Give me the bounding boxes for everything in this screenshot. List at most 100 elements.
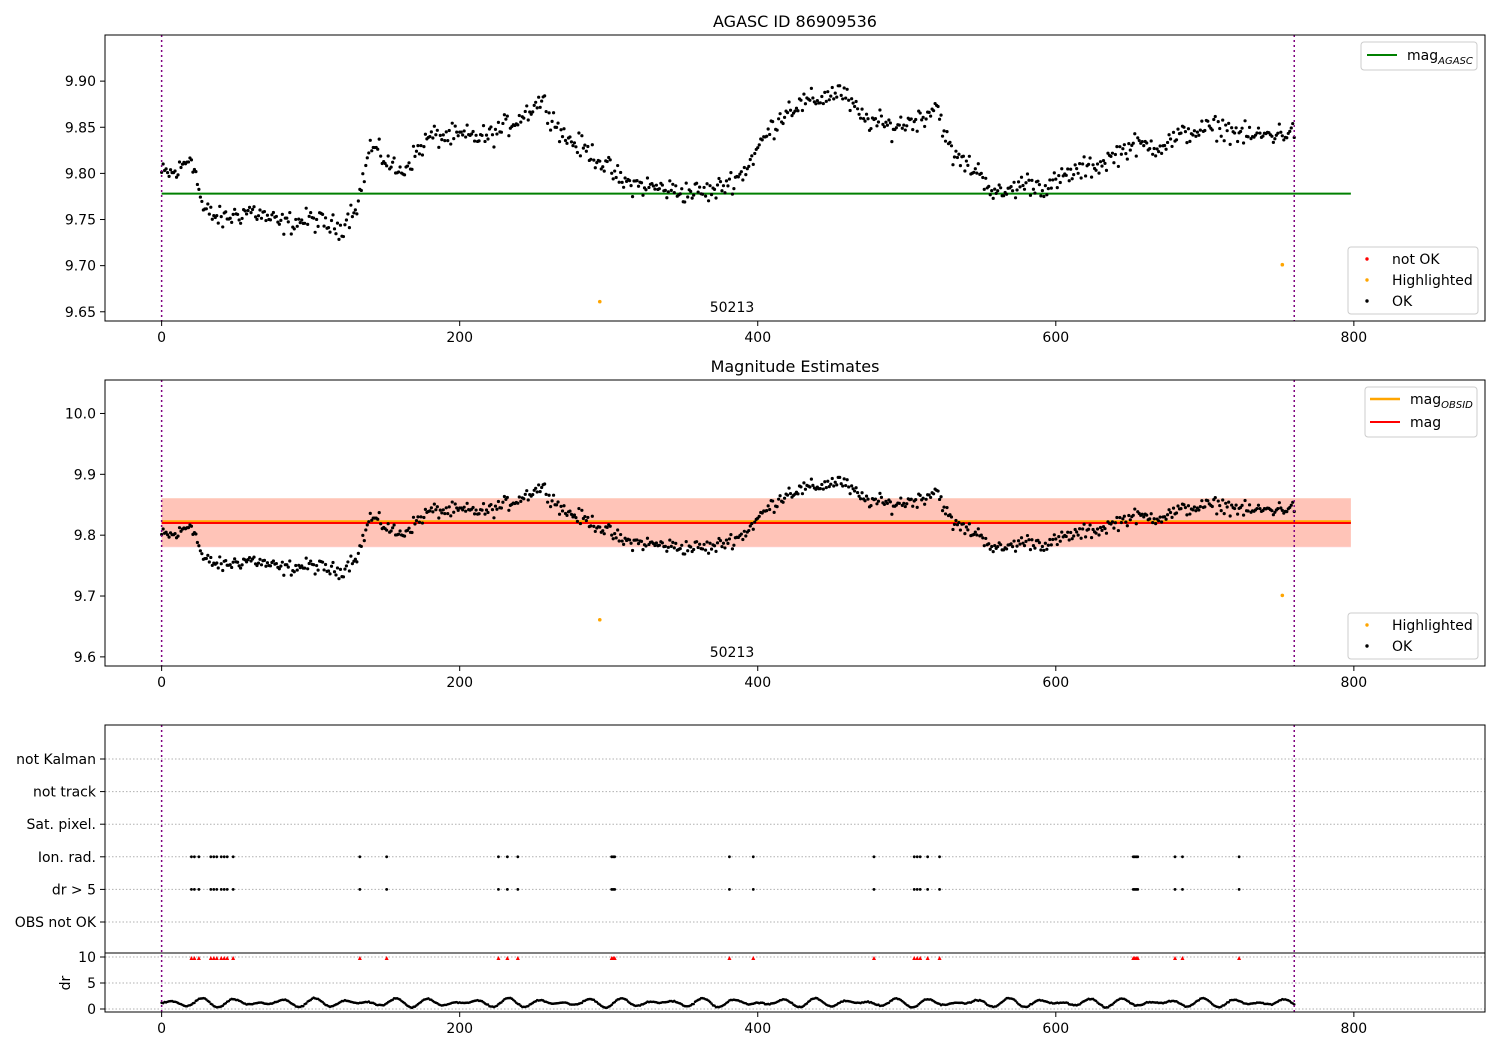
ok-point bbox=[984, 176, 988, 180]
ok-point bbox=[1005, 547, 1009, 551]
ok-point bbox=[529, 112, 533, 116]
ok-point bbox=[961, 154, 966, 158]
ok-point bbox=[499, 506, 504, 510]
ok-point bbox=[622, 542, 626, 546]
ok-point bbox=[729, 171, 733, 175]
ok-point bbox=[496, 120, 501, 124]
dr-point bbox=[982, 1000, 986, 1004]
ok-point bbox=[1070, 537, 1074, 541]
ok-point bbox=[297, 217, 301, 221]
flag-label: not track bbox=[33, 785, 97, 801]
ok-point bbox=[818, 487, 822, 491]
ok-point bbox=[450, 500, 454, 504]
ok-point bbox=[747, 528, 751, 533]
flag-label: dr > 5 bbox=[52, 882, 96, 898]
ok-point bbox=[1075, 530, 1079, 534]
estimates-points-legend: Highlighted OK bbox=[1347, 612, 1479, 660]
ok-point bbox=[1183, 506, 1188, 510]
dr-outlier-marker bbox=[208, 956, 213, 961]
ok-point bbox=[1072, 172, 1076, 177]
ok-point bbox=[885, 501, 890, 506]
ok-point bbox=[1040, 188, 1044, 193]
x-tick-label: 200 bbox=[446, 1021, 473, 1037]
ok-point bbox=[173, 531, 177, 536]
ok-point bbox=[1121, 147, 1125, 151]
ok-point bbox=[841, 97, 845, 101]
ok-point bbox=[1195, 130, 1199, 134]
ok-point bbox=[727, 177, 732, 181]
ok-point bbox=[939, 495, 943, 499]
ok-point bbox=[507, 508, 511, 512]
ok-point bbox=[855, 107, 860, 111]
dr-outlier-marker bbox=[222, 956, 227, 961]
ok-point bbox=[560, 509, 565, 513]
ok-point bbox=[332, 227, 337, 231]
ok-point bbox=[996, 189, 1000, 193]
ok-point bbox=[422, 144, 426, 149]
ok-point bbox=[1167, 508, 1171, 512]
ok-point bbox=[1148, 517, 1152, 521]
ok-point bbox=[1119, 152, 1123, 156]
ok-point bbox=[839, 93, 843, 97]
ok-point bbox=[1048, 178, 1052, 182]
ok-point bbox=[1197, 508, 1201, 512]
dr-outlier-marker bbox=[871, 956, 876, 961]
ok-point bbox=[701, 547, 705, 551]
ok-point bbox=[523, 109, 527, 114]
ok-point bbox=[802, 481, 806, 485]
ok-point bbox=[1086, 527, 1091, 531]
ok-point bbox=[1240, 126, 1244, 130]
ok-point bbox=[888, 121, 892, 125]
ok-point bbox=[943, 512, 948, 516]
ok-point bbox=[666, 190, 670, 194]
ok-point bbox=[593, 166, 597, 170]
ok-point bbox=[1033, 191, 1037, 195]
ok-point bbox=[932, 492, 936, 496]
ok-point bbox=[322, 224, 326, 228]
ok-point bbox=[829, 482, 833, 486]
ok-point bbox=[349, 203, 353, 207]
ok-point bbox=[525, 489, 529, 493]
ok-point bbox=[988, 547, 992, 551]
ok-point bbox=[1040, 544, 1044, 549]
ok-point bbox=[860, 491, 864, 495]
ok-point bbox=[252, 205, 256, 209]
ok-point bbox=[990, 189, 994, 193]
ok-point bbox=[335, 566, 340, 570]
dr-outlier-marker bbox=[357, 956, 362, 961]
ok-point bbox=[1210, 504, 1214, 509]
ok-point bbox=[350, 562, 354, 566]
ok-point bbox=[413, 522, 417, 526]
ok-point bbox=[161, 162, 165, 166]
ok-point bbox=[1002, 194, 1006, 198]
ok-point bbox=[431, 510, 435, 514]
ok-point bbox=[423, 132, 428, 136]
ok-point bbox=[535, 106, 539, 110]
ok-point bbox=[389, 529, 393, 533]
ok-point bbox=[259, 216, 264, 220]
agasc-points-legend: not OK Highlighted OK bbox=[1347, 246, 1479, 315]
ok-point bbox=[1054, 537, 1058, 541]
ok-point bbox=[528, 110, 532, 114]
ok-point bbox=[790, 114, 794, 118]
ok-point bbox=[1043, 183, 1047, 188]
ok-point bbox=[538, 490, 542, 494]
ok-point bbox=[1036, 538, 1040, 542]
dr-point bbox=[710, 1002, 713, 1005]
ok-point bbox=[610, 533, 614, 537]
ok-point bbox=[493, 127, 498, 131]
ok-point bbox=[1192, 129, 1196, 133]
ok-point bbox=[432, 124, 436, 128]
ok-point bbox=[885, 123, 890, 127]
ok-point bbox=[386, 522, 390, 526]
ok-point bbox=[1203, 128, 1207, 133]
ok-point bbox=[456, 508, 460, 512]
ok-point bbox=[259, 563, 264, 567]
ok-point bbox=[1113, 521, 1118, 525]
flag-point bbox=[209, 855, 213, 859]
ok-point bbox=[349, 554, 353, 558]
ok-point bbox=[1013, 549, 1018, 553]
ok-point bbox=[1279, 130, 1283, 134]
ok-point bbox=[359, 188, 363, 193]
ok-point bbox=[492, 145, 496, 149]
